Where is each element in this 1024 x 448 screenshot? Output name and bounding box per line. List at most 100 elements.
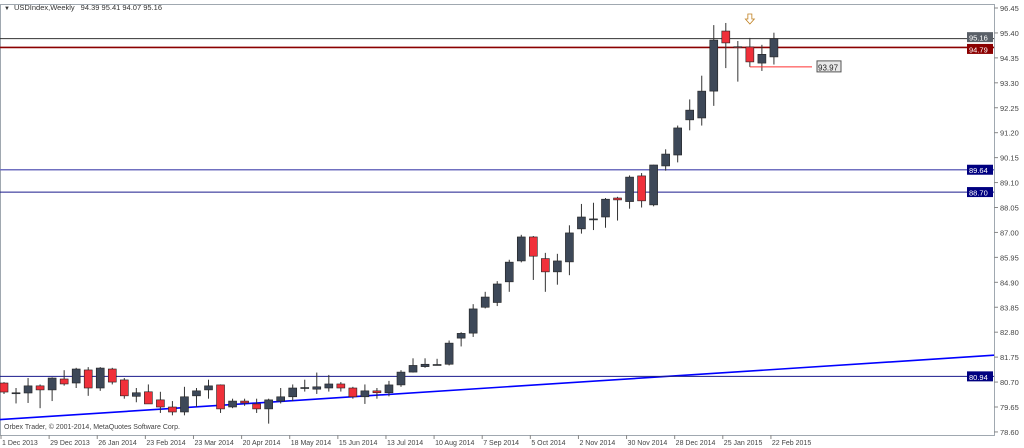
- candle-bull: [577, 216, 586, 230]
- candle-bull: [456, 333, 466, 339]
- candle-bear: [541, 258, 550, 273]
- y-tick-label: 87.00: [1000, 228, 1019, 237]
- x-tick-label: 2 Nov 2014: [579, 440, 615, 447]
- price-label-box: [967, 43, 993, 54]
- x-tick-label: 10 Aug 2014: [435, 440, 474, 447]
- x-tick-label: 26 Jan 2014: [98, 440, 137, 447]
- candle-bull: [264, 399, 273, 410]
- candle-bull: [480, 296, 490, 308]
- y-tick-label: 91.20: [1000, 129, 1019, 138]
- x-tick-label: 18 May 2014: [291, 440, 332, 447]
- candle-bear: [252, 403, 261, 410]
- down-arrow-icon: [744, 13, 756, 25]
- x-tick-label: 13 Jul 2014: [387, 440, 423, 447]
- y-tick-label: 94.35: [1000, 54, 1019, 63]
- candle-bull: [601, 198, 610, 218]
- y-tick-label: 83.85: [1000, 303, 1019, 312]
- candle-bull: [685, 109, 695, 121]
- candle-bear: [745, 46, 755, 63]
- candle-bull: [625, 176, 634, 202]
- price-label: 95.16: [969, 34, 988, 43]
- price-label: 89.64: [969, 166, 988, 175]
- x-tick-label: 1 Dec 2013: [2, 440, 38, 447]
- candle-bear: [637, 175, 646, 202]
- candle-bull: [396, 371, 406, 386]
- candle-bull: [565, 232, 574, 263]
- candle-bull: [420, 363, 430, 367]
- low-marker-box: [816, 60, 842, 73]
- candle-bear: [240, 400, 249, 404]
- candle-bull: [444, 342, 454, 365]
- y-tick-label: 95.40: [1000, 29, 1019, 38]
- candle-bear: [156, 399, 165, 408]
- candle-bear: [120, 379, 129, 397]
- x-tick-label: 20 Apr 2014: [243, 440, 281, 447]
- candle-bull: [192, 390, 201, 397]
- copyright-text: Orbex Trader, © 2001-2014, MetaQuotes So…: [4, 424, 180, 431]
- candle-bull: [468, 308, 478, 334]
- x-tick-label: 29 Dec 2013: [50, 440, 90, 447]
- ohlc-readout: 94.39 95.41 94.07 95.16: [80, 3, 162, 12]
- candle-bull: [360, 390, 370, 398]
- price-label: 94.79: [969, 45, 988, 54]
- candle-bull: [324, 383, 334, 389]
- candle-bull: [492, 283, 502, 303]
- x-tick-label: 28 Dec 2014: [676, 440, 716, 447]
- x-tick-label: 7 Sep 2014: [483, 440, 519, 447]
- candle-bear: [529, 236, 538, 257]
- candle-bull: [312, 386, 322, 390]
- y-tick-label: 84.90: [1000, 278, 1019, 287]
- candle-bull: [757, 54, 767, 64]
- candle-bear: [168, 406, 177, 413]
- low-marker-label: 93.97: [818, 63, 839, 72]
- x-tick-label: 30 Nov 2014: [628, 440, 668, 447]
- candle-bull: [589, 218, 598, 221]
- price-label: 80.94: [969, 373, 988, 382]
- y-tick-label: 79.65: [1000, 403, 1019, 412]
- candle-bull: [228, 400, 237, 408]
- candle-bear: [336, 383, 346, 389]
- candle-bull: [95, 367, 105, 389]
- y-tick-label: 81.75: [1000, 353, 1019, 362]
- y-tick-label: 80.70: [1000, 378, 1019, 387]
- candle-bull: [697, 90, 707, 119]
- candle-bear: [733, 46, 743, 49]
- candle-bear: [59, 378, 69, 385]
- candle-bull: [11, 392, 21, 395]
- price-label-box: [967, 371, 993, 382]
- candle-bull: [384, 384, 394, 394]
- candle-bear: [372, 390, 382, 394]
- candle-bear: [0, 382, 9, 393]
- x-tick-label: 15 Jun 2014: [339, 440, 378, 447]
- candle-bull: [276, 396, 285, 402]
- candle-bull: [709, 39, 719, 92]
- candle-bull: [204, 385, 213, 391]
- x-tick-label: 25 Jan 2015: [724, 440, 763, 447]
- y-tick-label: 85.95: [1000, 253, 1019, 262]
- x-tick-label: 23 Feb 2014: [146, 440, 185, 447]
- y-tick-label: 88.05: [1000, 204, 1019, 213]
- y-tick-label: 78.60: [1000, 428, 1019, 437]
- y-tick-label: 96.45: [1000, 4, 1019, 13]
- candle-bear: [83, 369, 93, 389]
- trend-line: [0, 354, 995, 421]
- candle-bull: [132, 392, 141, 397]
- candle-bear: [216, 384, 225, 410]
- y-tick-label: 90.15: [1000, 154, 1019, 163]
- price-label-box: [967, 164, 993, 175]
- symbol-label: USDIndex,Weekly: [13, 3, 75, 12]
- candle-bull: [432, 364, 442, 366]
- dropdown-triangle-icon[interactable]: ▼: [4, 6, 10, 12]
- x-tick-label: 22 Feb 2015: [772, 440, 811, 447]
- price-label-box: [967, 187, 993, 198]
- candle-bull: [553, 260, 562, 273]
- candle-bull: [673, 127, 682, 156]
- y-tick-label: 82.80: [1000, 328, 1019, 337]
- candle-bull: [180, 396, 189, 413]
- x-tick-label: 23 Mar 2014: [194, 440, 233, 447]
- y-tick-label: 93.30: [1000, 79, 1019, 88]
- price-label-box: [967, 32, 993, 43]
- candle-bear: [107, 368, 117, 383]
- candle-bear: [35, 385, 45, 391]
